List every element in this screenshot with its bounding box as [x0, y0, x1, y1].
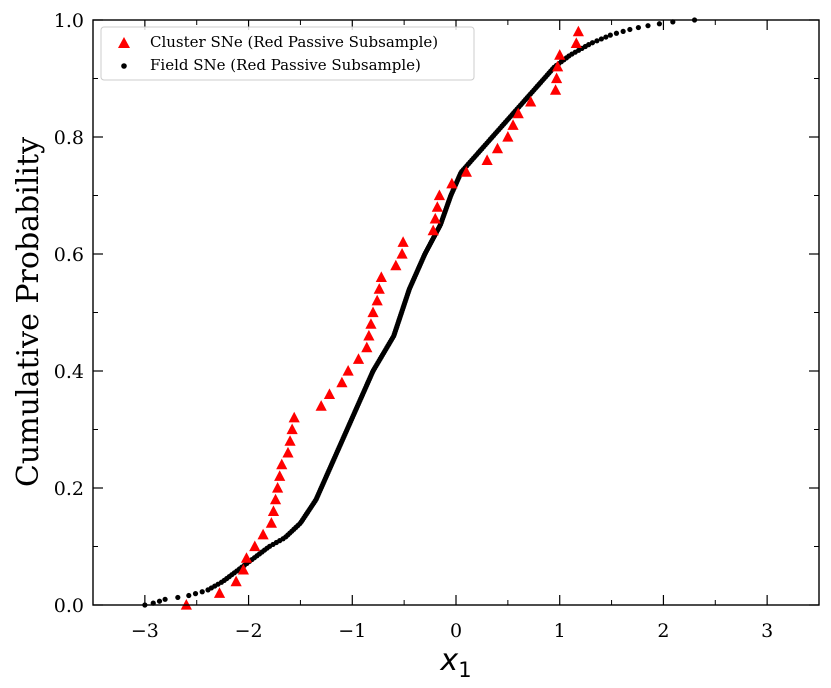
field-point — [199, 589, 205, 595]
field-point — [162, 596, 168, 602]
cluster-point — [502, 131, 514, 142]
cluster-point — [274, 470, 286, 481]
y-axis-label: Cumulative Probability — [11, 137, 46, 487]
cluster-point — [481, 154, 493, 165]
plot-frame — [92, 19, 820, 606]
cluster-point — [396, 248, 408, 259]
cluster-point — [365, 318, 377, 329]
field-point — [656, 21, 662, 27]
cluster-point — [342, 365, 354, 376]
cluster-point — [240, 552, 253, 563]
cluster-point — [267, 505, 280, 516]
field-point — [645, 23, 651, 29]
axis-ticks: −3 −2 −1 0 1 2 3 0.0 0.2 0.4 0.6 0.8 1.0 — [54, 10, 820, 642]
cluster-point — [390, 259, 402, 271]
y-tick-label: 0.8 — [54, 127, 84, 149]
cluster-point — [257, 528, 269, 540]
x-tick-label: 3 — [761, 620, 773, 642]
cluster-point — [249, 540, 261, 552]
field-point — [594, 38, 600, 44]
x-axis-label-subscript: 1 — [458, 658, 471, 682]
field-point — [613, 30, 620, 36]
cluster-point — [361, 341, 373, 353]
field-point — [603, 34, 609, 40]
cluster-point — [427, 224, 439, 236]
legend-marker-triangle-icon — [118, 37, 130, 48]
cluster-point — [554, 49, 566, 60]
cluster-point — [549, 84, 562, 95]
legend: Cluster SNe (Red Passive Subsample) Fiel… — [100, 26, 475, 81]
cluster-series-layer — [180, 25, 584, 610]
field-point — [175, 594, 181, 601]
x-tick-label: −1 — [338, 620, 366, 642]
cluster-point — [431, 201, 443, 212]
cluster-point — [230, 575, 242, 587]
cluster-point — [237, 563, 249, 575]
y-tick-label: 0.0 — [54, 595, 84, 617]
x-axis-label-main: x — [439, 643, 458, 678]
field-point — [589, 40, 596, 46]
legend-label-cluster: Cluster SNe (Red Passive Subsample) — [150, 33, 438, 51]
legend-box — [100, 26, 475, 81]
cluster-point — [525, 95, 537, 107]
field-point — [186, 592, 192, 599]
cluster-point — [363, 329, 375, 341]
cluster-point — [570, 37, 582, 48]
field-point — [620, 28, 626, 34]
field-series-layer — [142, 17, 698, 608]
cluster-point — [460, 166, 472, 177]
cluster-point — [288, 411, 300, 423]
cluster-point — [315, 400, 327, 411]
y-tick-label: 0.6 — [54, 244, 84, 266]
cluster-point — [375, 271, 387, 282]
legend-marker-dot-icon — [121, 63, 127, 69]
y-tick-label: 1.0 — [54, 10, 84, 32]
cluster-point — [282, 446, 294, 458]
field-point — [156, 598, 163, 604]
cluster-point — [433, 189, 446, 201]
x-tick-label: 2 — [657, 620, 669, 642]
cluster-point — [446, 177, 458, 189]
x-tick-label: −2 — [235, 620, 263, 642]
x-axis-label: x1 — [439, 643, 471, 682]
y-tick-label: 0.4 — [54, 361, 84, 383]
cluster-point — [552, 60, 564, 72]
x-tick-label: 1 — [554, 620, 566, 642]
cluster-point — [367, 306, 379, 318]
cluster-point — [284, 435, 296, 446]
cluster-point — [512, 107, 524, 119]
cluster-point — [373, 283, 385, 294]
field-point — [635, 24, 642, 31]
x-tick-label: 0 — [450, 620, 462, 642]
x-tick-label: −3 — [131, 620, 159, 642]
cluster-point — [397, 236, 409, 247]
cluster-point — [429, 212, 441, 224]
cluster-point — [371, 294, 383, 306]
cluster-point — [265, 517, 277, 528]
cluster-point — [491, 142, 504, 154]
field-point — [607, 32, 613, 38]
cluster-point — [276, 458, 288, 470]
cluster-point — [507, 119, 519, 130]
cluster-point — [323, 388, 336, 399]
legend-label-field: Field SNe (Red Passive Subsample) — [150, 56, 421, 74]
field-point — [192, 591, 199, 597]
cluster-point — [269, 493, 282, 505]
cluster-point — [551, 72, 563, 84]
cluster-point — [272, 482, 284, 493]
field-point — [598, 36, 604, 42]
cluster-point — [213, 587, 226, 598]
field-point — [627, 26, 633, 33]
cluster-point — [336, 376, 348, 388]
cluster-point — [572, 25, 584, 37]
y-tick-label: 0.2 — [54, 478, 84, 500]
cluster-point — [352, 353, 365, 364]
cluster-point — [286, 423, 298, 435]
